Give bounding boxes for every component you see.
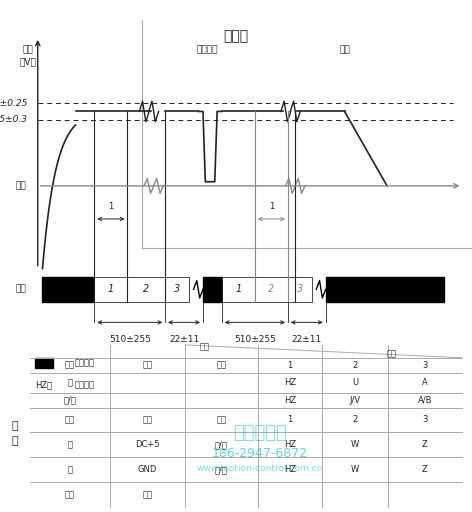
Text: 1: 1 bbox=[269, 202, 274, 211]
Bar bbox=[127, 277, 165, 302]
Text: 1: 1 bbox=[108, 202, 114, 211]
Text: 屏蔽: 屏蔽 bbox=[65, 490, 75, 499]
Text: HZ: HZ bbox=[284, 396, 296, 404]
Text: A: A bbox=[422, 378, 428, 387]
Text: 屏蔽: 屏蔽 bbox=[143, 490, 152, 499]
Text: 橙/黑: 橙/黑 bbox=[215, 440, 228, 450]
Text: DC+5: DC+5 bbox=[135, 440, 160, 450]
Text: 红: 红 bbox=[67, 440, 73, 450]
Bar bbox=[222, 277, 255, 302]
Text: 颜色: 颜色 bbox=[217, 361, 227, 370]
Text: 断电: 断电 bbox=[339, 45, 350, 54]
Text: 22±11: 22±11 bbox=[169, 335, 199, 344]
Text: A/B: A/B bbox=[418, 396, 432, 404]
Text: 瞬间断电: 瞬间断电 bbox=[197, 45, 219, 54]
Text: 时序图: 时序图 bbox=[223, 29, 249, 42]
Text: HZ：: HZ： bbox=[35, 380, 52, 389]
Text: 2: 2 bbox=[353, 361, 358, 370]
Text: HZ: HZ bbox=[284, 378, 296, 387]
Text: 510±255: 510±255 bbox=[109, 335, 151, 344]
Text: 186-2947-6872: 186-2947-6872 bbox=[211, 446, 308, 460]
Text: 绿/黑: 绿/黑 bbox=[64, 396, 76, 404]
Bar bbox=[203, 277, 222, 302]
Bar bbox=[94, 277, 127, 302]
Text: 蓝: 蓝 bbox=[67, 378, 73, 387]
Text: W: W bbox=[351, 440, 359, 450]
Text: 22±11: 22±11 bbox=[292, 335, 322, 344]
Text: 1: 1 bbox=[287, 361, 293, 370]
Text: （V）: （V） bbox=[20, 58, 37, 67]
Text: 3: 3 bbox=[422, 415, 428, 424]
Text: 电压: 电压 bbox=[23, 45, 34, 54]
Bar bbox=[42, 277, 94, 302]
Text: 功能: 功能 bbox=[143, 361, 152, 370]
Text: 1: 1 bbox=[235, 284, 242, 294]
Text: 口: 口 bbox=[12, 436, 18, 446]
Text: U: U bbox=[352, 378, 358, 387]
Text: Z: Z bbox=[422, 440, 428, 450]
Text: 模式: 模式 bbox=[387, 350, 397, 359]
Bar bbox=[165, 277, 189, 302]
Bar bbox=[255, 277, 288, 302]
Text: GND: GND bbox=[138, 465, 157, 474]
Text: W: W bbox=[351, 465, 359, 474]
Text: Z: Z bbox=[422, 465, 428, 474]
Text: 模式: 模式 bbox=[16, 285, 26, 294]
Bar bbox=[35, 358, 53, 368]
Text: 3: 3 bbox=[422, 361, 428, 370]
Text: 上电: 上电 bbox=[16, 181, 26, 190]
Text: 5±0.25: 5±0.25 bbox=[0, 99, 28, 108]
Text: 1: 1 bbox=[287, 415, 293, 424]
Text: 2: 2 bbox=[353, 415, 358, 424]
Text: 接: 接 bbox=[12, 421, 18, 431]
Text: HZ: HZ bbox=[284, 440, 296, 450]
Text: 西安德伍拓: 西安德伍拓 bbox=[233, 423, 287, 442]
Text: 4.25±0.3: 4.25±0.3 bbox=[0, 115, 28, 124]
Text: 功能: 功能 bbox=[200, 342, 210, 351]
Text: www.motion-control.com.cn: www.motion-control.com.cn bbox=[196, 464, 323, 473]
Text: 3: 3 bbox=[174, 284, 180, 294]
Text: 无效区域: 无效区域 bbox=[75, 358, 95, 367]
Text: 510±255: 510±255 bbox=[234, 335, 276, 344]
Bar bbox=[288, 277, 312, 302]
Text: 3: 3 bbox=[296, 284, 303, 294]
Text: HZ: HZ bbox=[284, 465, 296, 474]
Text: 2: 2 bbox=[268, 284, 275, 294]
Bar bbox=[326, 277, 444, 302]
Text: 颜色: 颜色 bbox=[65, 415, 75, 424]
Text: J/V: J/V bbox=[349, 396, 361, 404]
Text: 功能: 功能 bbox=[143, 415, 152, 424]
Text: 2: 2 bbox=[143, 284, 150, 294]
Text: 黑: 黑 bbox=[67, 465, 73, 474]
Text: 1: 1 bbox=[108, 284, 114, 294]
Text: 颜色: 颜色 bbox=[65, 361, 75, 370]
Text: 高阻输出: 高阻输出 bbox=[75, 380, 95, 389]
Text: 紫/黑: 紫/黑 bbox=[215, 465, 228, 474]
Text: 颜色: 颜色 bbox=[217, 415, 227, 424]
